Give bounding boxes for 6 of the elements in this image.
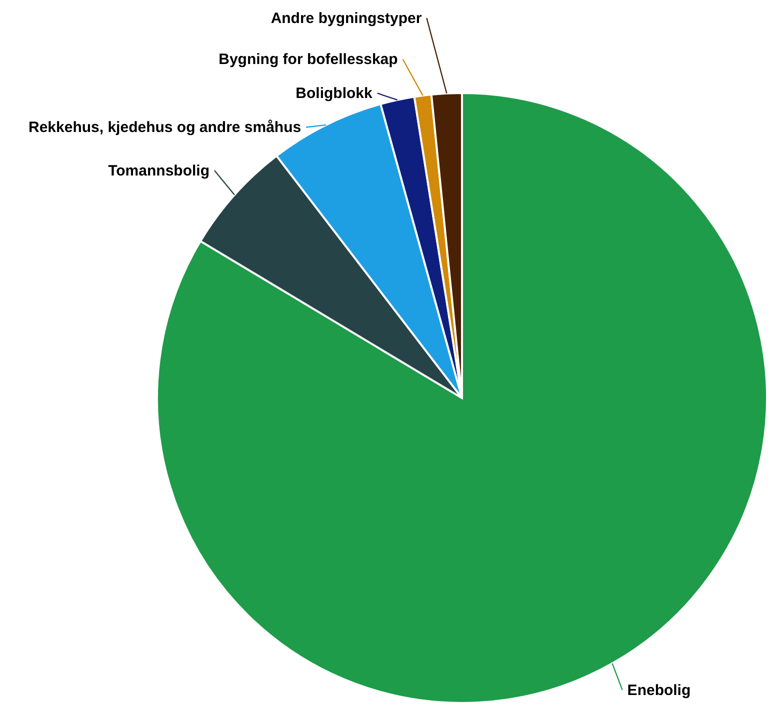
slice-label: Bygning for bofellesskap <box>218 51 398 68</box>
slice-label: Tomannsbolig <box>108 162 210 180</box>
slice-label: Boligblokk <box>296 85 373 102</box>
slice-label: Enebolig <box>627 682 691 699</box>
slice-label: Rekkehus, kjedehus og andre småhus <box>28 119 302 136</box>
slice-label: Andre bygningstyper <box>270 10 422 27</box>
